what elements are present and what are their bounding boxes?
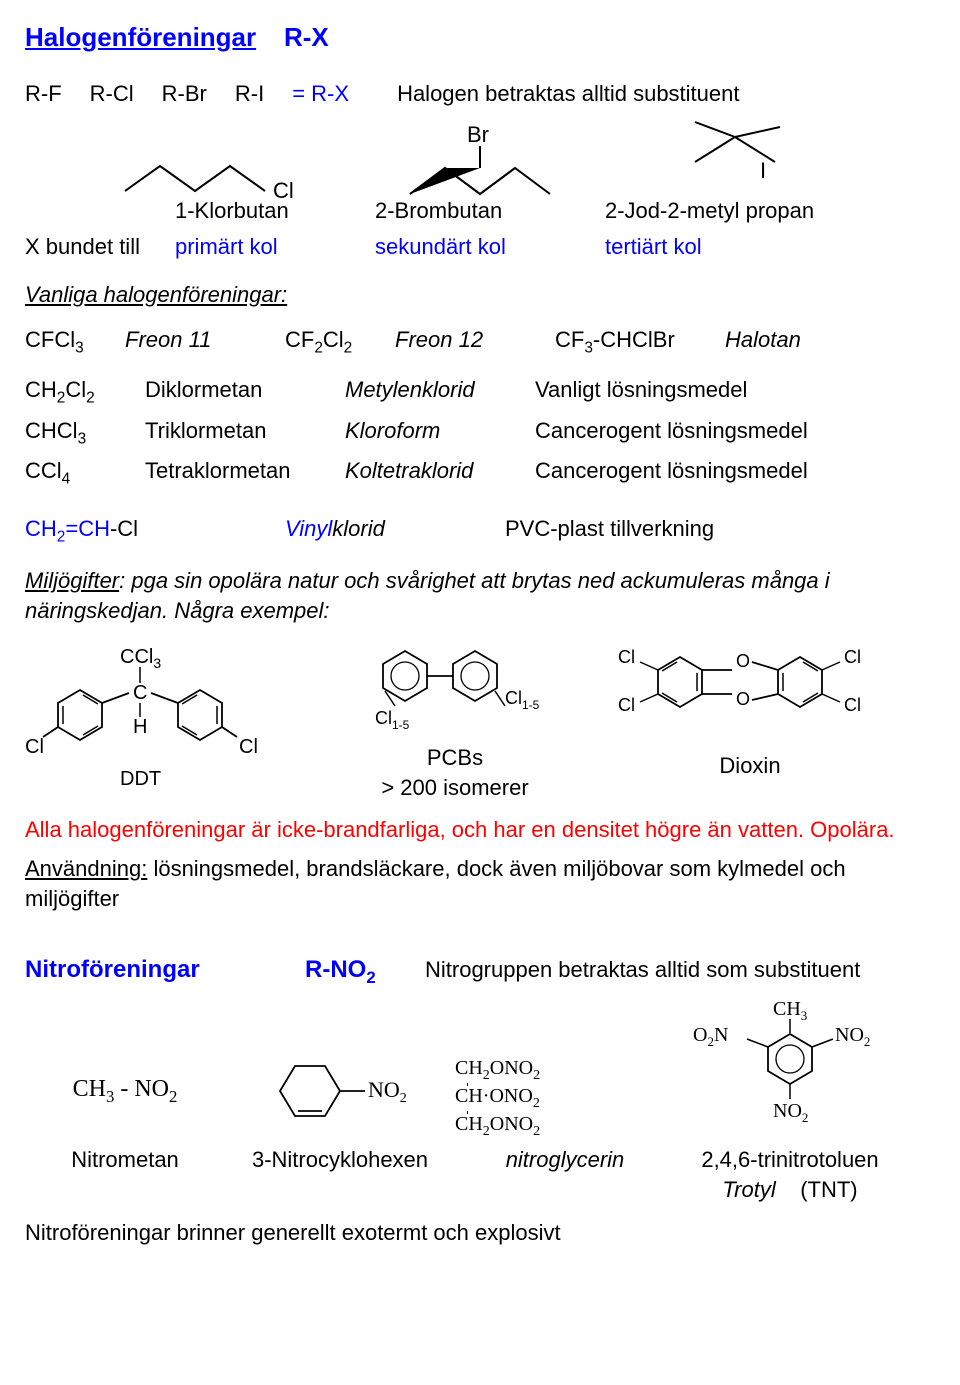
sekundart: sekundärt kol bbox=[375, 232, 605, 262]
r3-use: Cancerogent lösningsmedel bbox=[535, 456, 935, 490]
rf: R-F bbox=[25, 79, 62, 109]
koltetraklorid: Koltetraklorid bbox=[345, 456, 535, 490]
cfcl3: CFCl3 bbox=[25, 325, 125, 359]
svg-text:NO2: NO2 bbox=[773, 1100, 808, 1125]
title-rx: R-X bbox=[262, 22, 328, 52]
ch2cl2-formula: CH2Cl2 bbox=[25, 375, 145, 409]
pcb-iso: > 200 isomerer bbox=[325, 773, 585, 803]
primart: primärt kol bbox=[175, 232, 375, 262]
svg-text:O: O bbox=[736, 651, 750, 671]
nitrocyklohexen-name: 3-Nitrocyklohexen bbox=[225, 1145, 455, 1204]
iodine-label: I bbox=[753, 156, 773, 186]
svg-text:DDT: DDT bbox=[120, 768, 161, 790]
ng-line1: CH2ONO2 bbox=[455, 1058, 675, 1083]
triklormetan: Triklormetan bbox=[145, 416, 345, 450]
svg-text:H: H bbox=[133, 716, 147, 738]
properties-text: Alla halogenföreningar är icke-brandfarl… bbox=[25, 815, 935, 845]
nitro-desc: Nitrogruppen betraktas alltid som substi… bbox=[425, 955, 860, 985]
tertiart: tertiärt kol bbox=[605, 232, 702, 262]
bond-prefix: X bundet till bbox=[25, 232, 175, 262]
tetraklormetan: Tetraklormetan bbox=[145, 456, 345, 490]
m3-name: 2-Jod-2-metyl propan bbox=[605, 196, 814, 226]
dioxin-structure: O O Cl Cl Cl Cl bbox=[590, 637, 910, 737]
pvc-use: PVC-plast tillverkning bbox=[505, 514, 714, 548]
nitrometan-block: CH3 - NO2 bbox=[25, 1073, 225, 1138]
cf3chclbr: CF3-CHClBr bbox=[555, 325, 725, 359]
halotan: Halotan bbox=[725, 325, 801, 359]
molecule-names-row: 1-Klorbutan 2-Brombutan 2-Jod-2-metyl pr… bbox=[25, 196, 935, 226]
svg-text:NO2: NO2 bbox=[368, 1077, 407, 1106]
nitro-heading-row: Nitroföreningar R-NO2 Nitrogruppen betra… bbox=[25, 954, 935, 989]
nitroglycerin-name: nitroglycerin bbox=[455, 1145, 675, 1204]
vinyl-formula: CH2=CH-Cl bbox=[25, 514, 285, 548]
svg-text:NO2: NO2 bbox=[835, 1024, 870, 1049]
vinylklorid: Vinylklorid bbox=[285, 514, 505, 548]
svg-text:Cl: Cl bbox=[844, 647, 861, 667]
chcl3-formula: CHCl3 bbox=[25, 416, 145, 450]
rbr: R-Br bbox=[162, 79, 207, 109]
halogen-desc: Halogen betraktas alltid substituent bbox=[397, 79, 739, 109]
ri: R-I bbox=[235, 79, 264, 109]
page-title: Halogenföreningar R-X bbox=[25, 20, 935, 55]
kloroform: Kloroform bbox=[345, 416, 535, 450]
rno2: R-NO2 bbox=[305, 954, 425, 989]
svg-text:Br: Br bbox=[467, 122, 489, 147]
nitro-names-row: Nitrometan 3-Nitrocyklohexen nitroglycer… bbox=[25, 1145, 935, 1204]
svg-text:Cl: Cl bbox=[844, 695, 861, 715]
brombutan-structure: Br bbox=[385, 126, 585, 206]
svg-text:Cl: Cl bbox=[618, 695, 635, 715]
metylenklorid: Metylenklorid bbox=[345, 375, 535, 409]
nitroglycerin-block: CH2ONO2 CH·ONO2 CH2ONO2 bbox=[455, 1058, 675, 1139]
pollutants-row: CCl3 C H Cl Cl bbox=[25, 636, 935, 803]
nitro-title: Nitroföreningar bbox=[25, 954, 305, 986]
nitrometan-formula: CH3 - NO2 bbox=[25, 1073, 225, 1108]
svg-text:Cl1-5: Cl1-5 bbox=[375, 708, 410, 732]
svg-text:Cl1-5: Cl1-5 bbox=[505, 688, 540, 712]
ng-line3: CH2ONO2 bbox=[455, 1114, 675, 1139]
nitro-last-line: Nitroföreningar brinner generellt exoter… bbox=[25, 1218, 935, 1248]
pcb-block: Cl1-5 Cl1-5 PCBs > 200 isomerer bbox=[325, 636, 585, 803]
diklormetan: Diklormetan bbox=[145, 375, 345, 409]
freon-row: CFCl3 Freon 11 CF2Cl2 Freon 12 CF3-CHClB… bbox=[25, 325, 935, 359]
eq-rx: = R-X bbox=[292, 79, 349, 109]
tnt-structure: CH3 O2N NO2 NO2 bbox=[685, 1001, 895, 1131]
dioxin-name: Dioxin bbox=[585, 751, 915, 781]
nitrocyklohexen-block: NO2 bbox=[225, 1051, 455, 1139]
chloromethane-table: CH2Cl2 Diklormetan Metylenklorid Vanligt… bbox=[25, 375, 935, 490]
ddt-block: CCl3 C H Cl Cl bbox=[25, 645, 325, 803]
vanliga-heading: Vanliga halogenföreningar: bbox=[25, 280, 935, 310]
pcb-structure: Cl1-5 Cl1-5 bbox=[345, 636, 565, 736]
freon11: Freon 11 bbox=[125, 325, 285, 359]
svg-text:C: C bbox=[133, 682, 147, 704]
freon12: Freon 12 bbox=[395, 325, 555, 359]
m1-name: 1-Klorbutan bbox=[175, 196, 375, 226]
nitro-molecules-row: CH3 - NO2 NO2 CH2ONO2 CH·ONO2 CH2ONO2 CH… bbox=[25, 1001, 935, 1139]
ng-line2: CH·ONO2 bbox=[455, 1086, 675, 1111]
svg-text:O: O bbox=[736, 689, 750, 709]
cf2cl2: CF2Cl2 bbox=[285, 325, 395, 359]
tnt-names: 2,4,6-trinitrotoluen Trotyl (TNT) bbox=[675, 1145, 905, 1204]
svg-text:Cl: Cl bbox=[25, 736, 44, 758]
svg-text:Cl: Cl bbox=[618, 647, 635, 667]
rcl: R-Cl bbox=[90, 79, 134, 109]
r1-use: Vanligt lösningsmedel bbox=[535, 375, 935, 409]
miljogifter-text: Miljögifter: pga sin opolära natur och s… bbox=[25, 566, 935, 625]
svg-text:O2N: O2N bbox=[693, 1024, 728, 1049]
dioxin-block: O O Cl Cl Cl Cl Dioxin bbox=[585, 637, 915, 802]
vinyl-row: CH2=CH-Cl Vinylklorid PVC-plast tillverk… bbox=[25, 514, 935, 548]
usage-text: Användning: lösningsmedel, brandsläckare… bbox=[25, 854, 935, 913]
ddt-structure: CCl3 C H Cl Cl bbox=[25, 645, 305, 795]
r2-use: Cancerogent lösningsmedel bbox=[535, 416, 935, 450]
nitrometan-name: Nitrometan bbox=[25, 1145, 225, 1204]
bond-type-row: X bundet till primärt kol sekundärt kol … bbox=[25, 232, 935, 262]
title-main: Halogenföreningar bbox=[25, 22, 256, 52]
cyclohexen-structure: NO2 bbox=[250, 1051, 430, 1131]
pcb-name: PCBs bbox=[325, 743, 585, 773]
ccl4-formula: CCl4 bbox=[25, 456, 145, 490]
tnt-block: CH3 O2N NO2 NO2 bbox=[675, 1001, 905, 1139]
m2-name: 2-Brombutan bbox=[375, 196, 605, 226]
svg-text:Cl: Cl bbox=[239, 736, 258, 758]
rx-definition-row: R-F R-Cl R-Br R-I = R-X Halogen betrakta… bbox=[25, 79, 935, 109]
